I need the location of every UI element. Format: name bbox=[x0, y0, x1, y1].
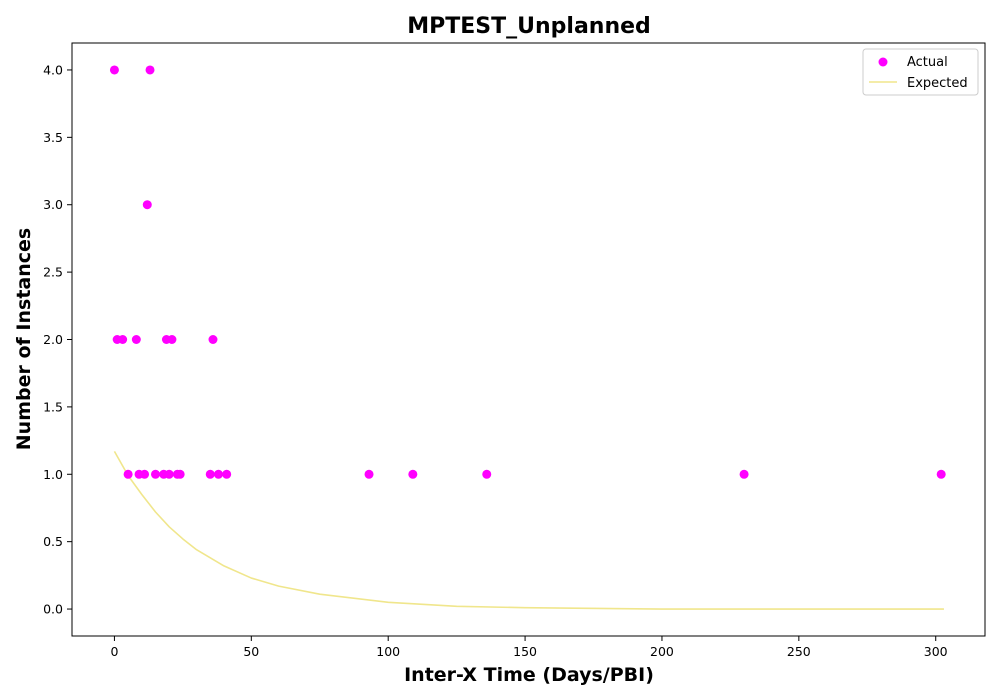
plot-area bbox=[109, 65, 946, 610]
y-tick-label: 3.0 bbox=[43, 197, 63, 212]
y-axis: 0.0 0.5 1.0 1.5 2.0 2.5 3.0 3.5 4.0 bbox=[43, 62, 72, 617]
y-tick-label: 1.0 bbox=[43, 467, 63, 482]
data-point-actual bbox=[364, 469, 374, 479]
data-point-actual bbox=[408, 469, 418, 479]
data-point-actual bbox=[739, 469, 749, 479]
data-point-actual bbox=[164, 469, 174, 479]
series-line-expected bbox=[113, 450, 944, 610]
legend-item-expected: Expected bbox=[869, 76, 968, 91]
data-point-actual bbox=[123, 469, 133, 479]
y-tick-label: 4.0 bbox=[43, 62, 63, 77]
x-tick-label: 100 bbox=[376, 644, 400, 659]
y-tick-label: 3.5 bbox=[43, 130, 63, 145]
data-point-actual bbox=[118, 335, 128, 344]
legend-box bbox=[862, 48, 979, 96]
x-axis: 0 50 100 150 200 250 300 bbox=[110, 636, 948, 659]
data-point-actual bbox=[213, 469, 223, 479]
data-point-actual bbox=[167, 335, 177, 344]
data-point-actual bbox=[208, 335, 218, 344]
chart-title: MPTEST_Unplanned bbox=[407, 14, 651, 39]
data-point-actual bbox=[150, 469, 160, 479]
data-point-actual bbox=[109, 65, 119, 75]
y-tick-label: 2.0 bbox=[43, 332, 63, 347]
legend-marker-actual bbox=[878, 57, 888, 67]
data-point-actual bbox=[145, 65, 155, 75]
data-point-actual bbox=[175, 469, 185, 479]
data-point-actual bbox=[205, 469, 215, 479]
data-point-actual bbox=[142, 200, 152, 210]
x-tick-label: 200 bbox=[650, 644, 674, 659]
x-tick-label: 0 bbox=[110, 644, 118, 659]
y-tick-label: 2.5 bbox=[43, 265, 63, 280]
data-point-actual bbox=[482, 469, 492, 479]
x-tick-label: 150 bbox=[513, 644, 537, 659]
data-point-actual bbox=[140, 469, 150, 479]
x-tick-label: 50 bbox=[243, 644, 259, 659]
legend-label-expected: Expected bbox=[907, 76, 968, 91]
data-point-actual bbox=[131, 335, 141, 344]
data-point-actual bbox=[222, 469, 232, 479]
data-point-actual bbox=[936, 469, 946, 479]
legend: Actual Expected bbox=[862, 48, 979, 96]
y-tick-label: 0.5 bbox=[43, 534, 63, 549]
x-axis-label: Inter-X Time (Days/PBI) bbox=[404, 664, 654, 686]
x-tick-label: 250 bbox=[787, 644, 811, 659]
x-tick-label: 300 bbox=[924, 644, 948, 659]
legend-label-actual: Actual bbox=[907, 55, 948, 70]
y-tick-label: 0.0 bbox=[43, 602, 63, 617]
y-tick-label: 1.5 bbox=[43, 399, 63, 414]
legend-item-actual: Actual bbox=[878, 55, 948, 70]
y-axis-label: Number of Instances bbox=[13, 228, 35, 450]
